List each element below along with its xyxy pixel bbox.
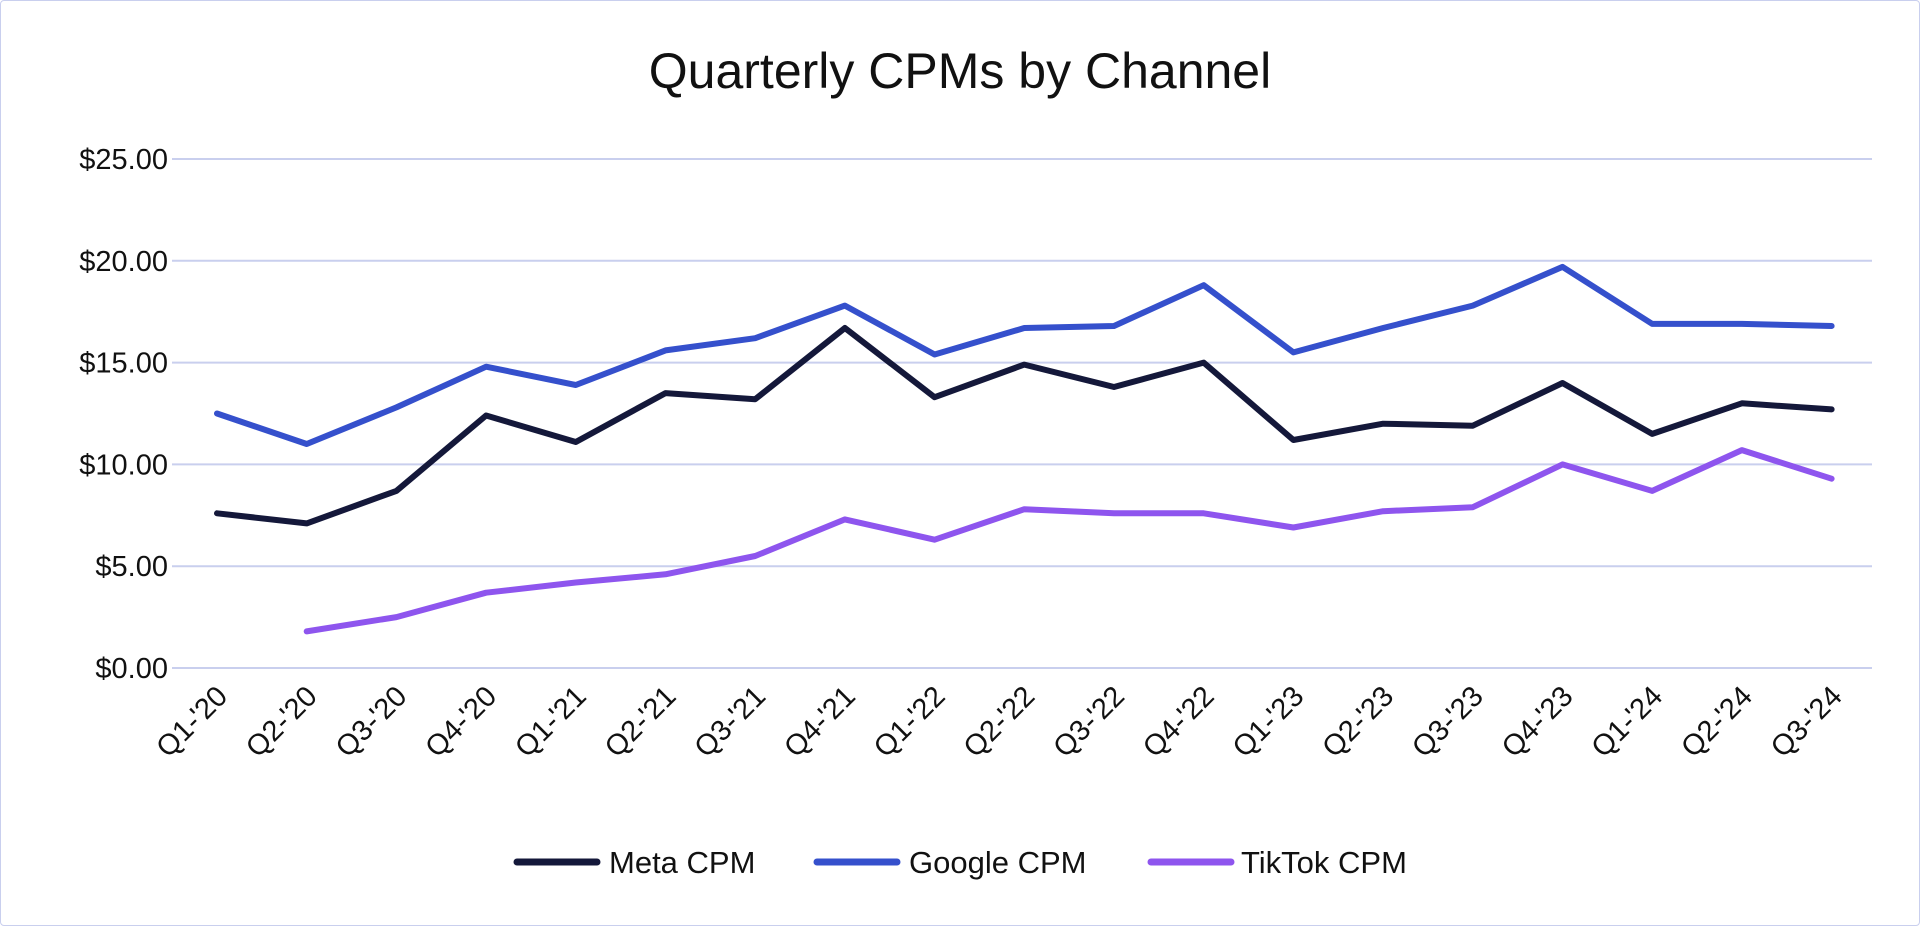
x-tick-label: Q2-'22 bbox=[958, 680, 1042, 764]
x-tick-label: Q3-'22 bbox=[1047, 680, 1131, 764]
x-tick-label: Q1-'24 bbox=[1586, 680, 1670, 764]
x-tick-label: Q1-'21 bbox=[509, 680, 593, 764]
x-tick-label: Q3-'24 bbox=[1765, 680, 1849, 764]
series-line-google-cpm bbox=[214, 263, 1835, 447]
y-axis-ticks: $0.00 $5.00 $10.00 $15.00 $20.00 $25.00 bbox=[79, 144, 168, 685]
legend-label-tiktok-cpm: TikTok CPM bbox=[1241, 845, 1407, 880]
x-tick-label: Q3-'21 bbox=[689, 680, 773, 764]
y-tick-label: $0.00 bbox=[95, 653, 168, 685]
x-tick-label: Q1-'23 bbox=[1227, 680, 1311, 764]
x-axis-ticks: Q1-'20 Q2-'20 Q3-'20 Q4-'20 Q1-'21 Q2-'21 Q3-'… bbox=[150, 680, 1848, 764]
x-tick-label: Q1-'22 bbox=[868, 680, 952, 764]
x-tick-label: Q3-'23 bbox=[1406, 680, 1490, 764]
series-line-tiktok-cpm bbox=[303, 447, 1835, 635]
y-tick-label: $25.00 bbox=[79, 144, 168, 176]
y-tick-label: $15.00 bbox=[79, 348, 168, 380]
x-tick-label: Q4-'22 bbox=[1137, 680, 1221, 764]
x-tick-label: Q2-'23 bbox=[1317, 680, 1401, 764]
x-tick-label: Q2-'24 bbox=[1675, 680, 1759, 764]
x-tick-label: Q2-'20 bbox=[240, 680, 324, 764]
legend-label-meta-cpm: Meta CPM bbox=[609, 845, 755, 880]
x-tick-label: Q2-'21 bbox=[599, 680, 683, 764]
y-tick-label: $5.00 bbox=[95, 551, 168, 583]
chart-title: Quarterly CPMs by Channel bbox=[649, 43, 1271, 99]
y-tick-label: $20.00 bbox=[79, 246, 168, 278]
x-tick-label: Q4-'23 bbox=[1496, 680, 1580, 764]
legend: Meta CPM Google CPM TikTok CPM bbox=[513, 845, 1407, 880]
y-tick-label: $10.00 bbox=[79, 449, 168, 481]
x-tick-label: Q4-'20 bbox=[420, 680, 504, 764]
legend-label-google-cpm: Google CPM bbox=[909, 845, 1086, 880]
x-tick-label: Q4-'21 bbox=[778, 680, 862, 764]
x-tick-label: Q3-'20 bbox=[330, 680, 414, 764]
x-tick-label: Q1-'20 bbox=[150, 680, 234, 764]
grid-layer bbox=[172, 158, 1872, 669]
series-line-meta-cpm bbox=[214, 325, 1835, 527]
series-layer bbox=[214, 263, 1835, 635]
